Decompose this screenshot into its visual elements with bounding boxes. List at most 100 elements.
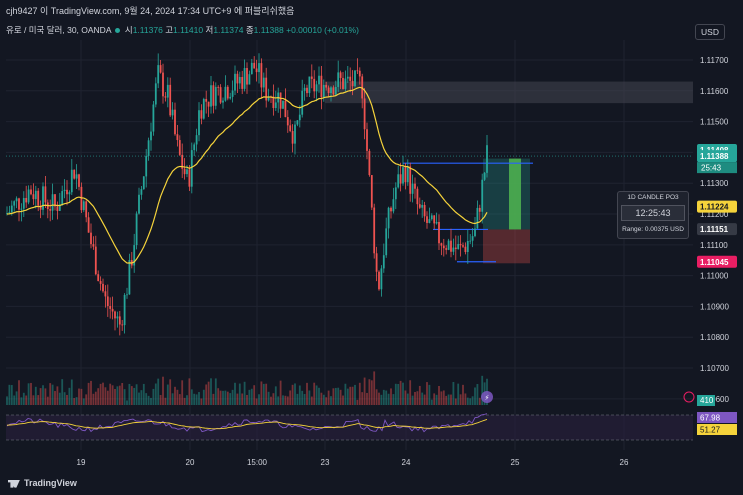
volume-bar — [226, 391, 229, 405]
candle-body — [190, 150, 193, 187]
candle-body — [236, 73, 239, 84]
volume-bar — [481, 375, 484, 405]
candle-body — [457, 244, 460, 250]
currency-button[interactable]: USD — [695, 24, 725, 40]
candle-body — [289, 125, 292, 132]
volume-bar — [462, 384, 464, 405]
volume-bar — [246, 394, 248, 405]
volume-bar — [260, 381, 263, 405]
candle-body — [454, 247, 457, 250]
volume-bar — [248, 389, 251, 405]
volume-bar — [224, 390, 227, 405]
candle-info-box: 1D CANDLE PO3 12:25:43 Range: 0.00375 US… — [617, 191, 689, 239]
x-tick-label: 23 — [321, 458, 330, 467]
volume-bar — [102, 382, 104, 405]
volume-bar — [106, 390, 109, 405]
ma-value-badge — [697, 200, 737, 213]
volume-bar — [90, 380, 92, 405]
volume-bar — [349, 386, 352, 405]
volume-bar — [39, 388, 42, 405]
level1-price-badge-label: 1.11151 — [700, 225, 729, 234]
candle-body — [452, 247, 455, 252]
volume-bar — [392, 394, 395, 405]
volume-bar — [49, 383, 52, 405]
candle-body — [97, 274, 100, 282]
volume-bar — [219, 390, 222, 405]
candle-body — [380, 268, 383, 290]
candle-body — [82, 201, 85, 211]
volume-bar — [469, 398, 472, 405]
rsi-line — [6, 413, 488, 433]
candle-body — [435, 221, 438, 224]
candle-body — [428, 219, 431, 223]
volume-bar — [426, 382, 428, 405]
volume-bar — [433, 393, 436, 405]
candle-body — [176, 134, 179, 141]
high-value: 1.11410 — [173, 25, 204, 35]
low-value: 1.11374 — [213, 25, 244, 35]
candle-body — [87, 217, 90, 233]
candle-body — [30, 189, 32, 195]
volume-bar — [370, 380, 373, 405]
candle-body — [313, 78, 316, 92]
countdown-badge-label: 25:43 — [701, 164, 722, 173]
candle-body — [450, 240, 452, 252]
market-status-icon — [114, 28, 120, 34]
candle-body — [260, 63, 263, 88]
tradingview-logo-text: TradingView — [24, 478, 77, 488]
volume-bar — [342, 395, 344, 405]
candle-body — [90, 232, 92, 245]
candle-body — [318, 75, 320, 85]
candle-body — [390, 207, 392, 212]
volume-bar — [373, 371, 376, 405]
candle-body — [442, 245, 445, 249]
candle-body — [354, 70, 356, 87]
volume-bar — [241, 393, 244, 405]
volume-bar — [85, 394, 88, 405]
tradingview-logo[interactable]: TradingView — [8, 478, 77, 488]
candle-body — [250, 62, 253, 75]
volume-bar — [229, 393, 232, 405]
candle-body — [476, 207, 479, 229]
candle-body — [164, 96, 167, 98]
symbol-name[interactable]: 유로 / 미국 달러, 30, OANDA — [6, 25, 112, 35]
candle-body — [406, 166, 409, 183]
candle-body — [63, 189, 66, 192]
volume-bar — [174, 386, 176, 405]
volume-bar — [236, 393, 239, 405]
volume-bar — [142, 383, 145, 405]
volume-bar — [157, 378, 160, 405]
volume-bar — [310, 396, 313, 405]
candle-body — [464, 246, 467, 253]
volume-bar — [202, 389, 205, 405]
volume-bar — [214, 378, 217, 405]
candle-body — [162, 72, 164, 97]
volume-bar — [291, 384, 294, 405]
candle-body — [486, 145, 488, 173]
candle-body — [399, 174, 402, 184]
volume-bar — [286, 396, 289, 405]
candle-body — [80, 186, 83, 211]
candle-body — [42, 186, 44, 210]
candle-body — [159, 65, 162, 73]
x-tick-label: 24 — [402, 458, 411, 467]
volume-bar — [322, 394, 325, 405]
volume-bar — [10, 385, 13, 405]
open-value: 1.11376 — [132, 25, 163, 35]
volume-bar — [128, 383, 131, 405]
volume-bar — [459, 394, 462, 405]
volume-bar — [162, 376, 164, 405]
volume-bar — [198, 392, 200, 405]
volume-bar — [325, 397, 328, 405]
change-value: +0.00010 (+0.01%) — [286, 25, 359, 35]
candle-body — [219, 87, 222, 103]
volume-bar — [159, 395, 162, 405]
candle-body — [25, 197, 28, 203]
volume-bar — [346, 388, 349, 405]
candle-body — [267, 96, 270, 101]
y-tick-label: 1.11200 — [700, 210, 729, 219]
volume-bar — [471, 396, 474, 405]
close-value: 1.11388 — [253, 25, 284, 35]
info-box-title: 1D CANDLE PO3 — [627, 194, 679, 201]
